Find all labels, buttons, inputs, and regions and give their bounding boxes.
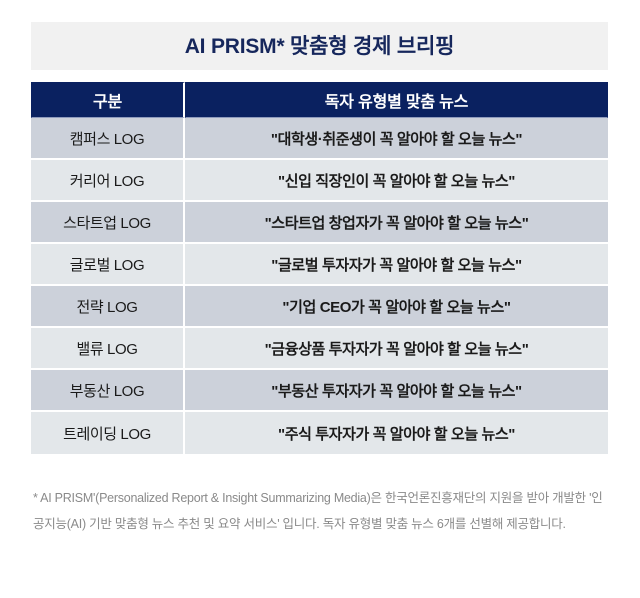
title-banner: AI PRISM* 맞춤형 경제 브리핑 bbox=[31, 22, 608, 70]
table-row: 스타트업 LOG "스타트업 창업자가 꼭 알아야 할 오늘 뉴스" bbox=[31, 202, 608, 244]
cell-news: "기업 CEO가 꼭 알아야 할 오늘 뉴스" bbox=[185, 286, 608, 328]
cell-type: 스타트업 LOG bbox=[31, 202, 185, 244]
table-body: 캠퍼스 LOG "대학생·취준생이 꼭 알아야 할 오늘 뉴스" 커리어 LOG… bbox=[31, 118, 608, 454]
table-row: 글로벌 LOG "글로벌 투자자가 꼭 알아야 할 오늘 뉴스" bbox=[31, 244, 608, 286]
table-row: 캠퍼스 LOG "대학생·취준생이 꼭 알아야 할 오늘 뉴스" bbox=[31, 118, 608, 160]
cell-news: "신입 직장인이 꼭 알아야 할 오늘 뉴스" bbox=[185, 160, 608, 202]
cell-type: 부동산 LOG bbox=[31, 370, 185, 412]
cell-type: 트레이딩 LOG bbox=[31, 412, 185, 454]
footnote-text: * AI PRISM'(Personalized Report & Insigh… bbox=[33, 491, 603, 531]
cell-type: 커리어 LOG bbox=[31, 160, 185, 202]
cell-news: "주식 투자자가 꼭 알아야 할 오늘 뉴스" bbox=[185, 412, 608, 454]
table-header: 구분 독자 유형별 맞춤 뉴스 bbox=[31, 82, 608, 118]
column-header-type: 구분 bbox=[31, 82, 185, 118]
cell-news: "글로벌 투자자가 꼭 알아야 할 오늘 뉴스" bbox=[185, 244, 608, 286]
cell-news: "부동산 투자자가 꼭 알아야 할 오늘 뉴스" bbox=[185, 370, 608, 412]
page-title: AI PRISM* 맞춤형 경제 브리핑 bbox=[184, 34, 455, 58]
cell-news: "대학생·취준생이 꼭 알아야 할 오늘 뉴스" bbox=[185, 118, 608, 160]
cell-type: 캠퍼스 LOG bbox=[31, 118, 185, 160]
column-header-news: 독자 유형별 맞춤 뉴스 bbox=[185, 82, 608, 118]
table-row: 부동산 LOG "부동산 투자자가 꼭 알아야 할 오늘 뉴스" bbox=[31, 370, 608, 412]
table-row: 전략 LOG "기업 CEO가 꼭 알아야 할 오늘 뉴스" bbox=[31, 286, 608, 328]
table-row: 밸류 LOG "금융상품 투자자가 꼭 알아야 할 오늘 뉴스" bbox=[31, 328, 608, 370]
cell-type: 밸류 LOG bbox=[31, 328, 185, 370]
cell-news: "금융상품 투자자가 꼭 알아야 할 오늘 뉴스" bbox=[185, 328, 608, 370]
reader-type-news-table: 구분 독자 유형별 맞춤 뉴스 캠퍼스 LOG "대학생·취준생이 꼭 알아야 … bbox=[31, 82, 608, 454]
table-row: 커리어 LOG "신입 직장인이 꼭 알아야 할 오늘 뉴스" bbox=[31, 160, 608, 202]
table-header-row: 구분 독자 유형별 맞춤 뉴스 bbox=[31, 82, 608, 118]
cell-type: 전략 LOG bbox=[31, 286, 185, 328]
table-row: 트레이딩 LOG "주식 투자자가 꼭 알아야 할 오늘 뉴스" bbox=[31, 412, 608, 454]
cell-news: "스타트업 창업자가 꼭 알아야 할 오늘 뉴스" bbox=[185, 202, 608, 244]
cell-type: 글로벌 LOG bbox=[31, 244, 185, 286]
